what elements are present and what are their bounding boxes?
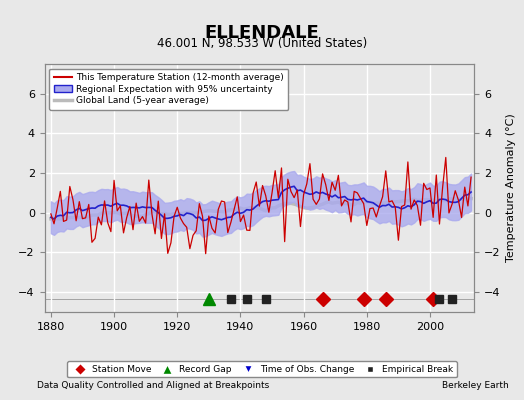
Text: Berkeley Earth: Berkeley Earth xyxy=(442,381,508,390)
Legend: This Temperature Station (12-month average), Regional Expectation with 95% uncer: This Temperature Station (12-month avera… xyxy=(49,68,288,110)
Text: 46.001 N, 98.533 W (United States): 46.001 N, 98.533 W (United States) xyxy=(157,37,367,50)
Legend: Station Move, Record Gap, Time of Obs. Change, Empirical Break: Station Move, Record Gap, Time of Obs. C… xyxy=(67,361,457,378)
Y-axis label: Temperature Anomaly (°C): Temperature Anomaly (°C) xyxy=(506,114,516,262)
Text: ELLENDALE: ELLENDALE xyxy=(205,24,319,42)
Text: Data Quality Controlled and Aligned at Breakpoints: Data Quality Controlled and Aligned at B… xyxy=(37,381,269,390)
